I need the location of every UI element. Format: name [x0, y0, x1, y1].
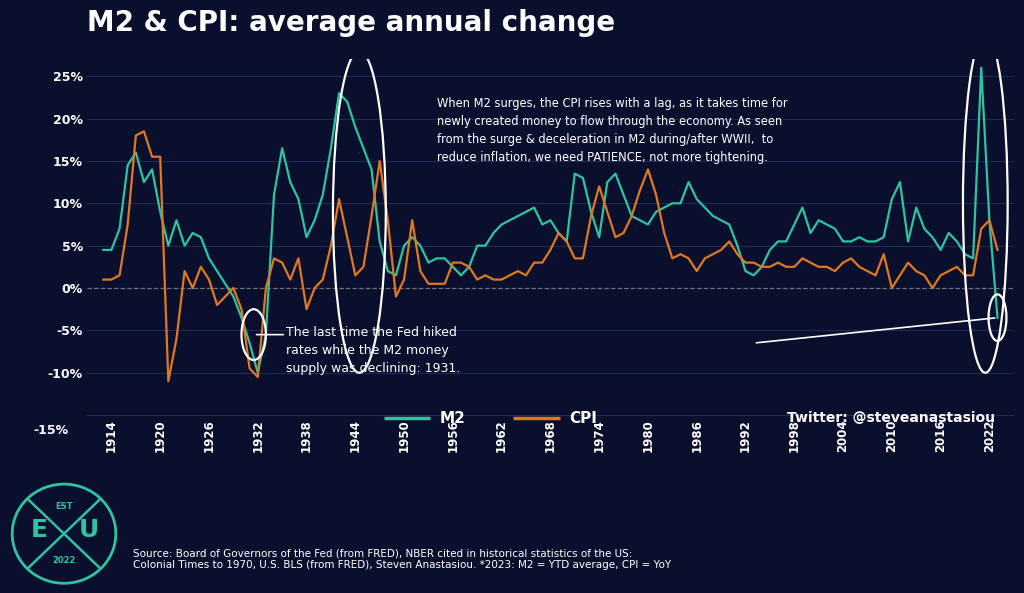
- Text: 1938: 1938: [300, 419, 313, 452]
- Text: 1950: 1950: [397, 419, 411, 452]
- Text: When M2 surges, the CPI rises with a lag, as it takes time for
newly created mon: When M2 surges, the CPI rises with a lag…: [436, 97, 787, 164]
- Text: 1962: 1962: [496, 419, 508, 452]
- Text: 2022: 2022: [52, 556, 76, 566]
- Text: Source: Board of Governors of the Fed (from FRED), NBER cited in historical stat: Source: Board of Governors of the Fed (f…: [133, 549, 672, 570]
- Text: CPI: CPI: [569, 410, 597, 426]
- Text: 2022: 2022: [983, 419, 996, 452]
- Text: 2004: 2004: [837, 419, 850, 452]
- Text: -15%: -15%: [34, 424, 69, 437]
- Text: U: U: [79, 518, 99, 543]
- Text: 1926: 1926: [203, 419, 215, 452]
- Text: 2016: 2016: [934, 419, 947, 452]
- Text: EST: EST: [55, 502, 73, 511]
- Text: 1986: 1986: [690, 419, 703, 452]
- Text: Twitter: @steveanastasiou: Twitter: @steveanastasiou: [787, 411, 995, 425]
- Text: 1956: 1956: [446, 419, 460, 452]
- Text: The last time the Fed hiked
rates while the M2 money
supply was declining: 1931.: The last time the Fed hiked rates while …: [286, 326, 461, 375]
- Text: M2 & CPI: average annual change: M2 & CPI: average annual change: [87, 9, 615, 37]
- Text: M2: M2: [439, 410, 465, 426]
- Text: 1932: 1932: [251, 419, 264, 452]
- Text: 2010: 2010: [886, 419, 898, 452]
- Text: 1914: 1914: [104, 419, 118, 452]
- Text: 1920: 1920: [154, 419, 167, 452]
- Text: 1944: 1944: [349, 419, 361, 452]
- Text: 1974: 1974: [593, 419, 605, 452]
- Text: 1980: 1980: [641, 419, 654, 452]
- Text: 1998: 1998: [787, 419, 801, 452]
- Text: E: E: [31, 518, 48, 543]
- Text: 1992: 1992: [739, 419, 752, 452]
- Text: 1968: 1968: [544, 419, 557, 452]
